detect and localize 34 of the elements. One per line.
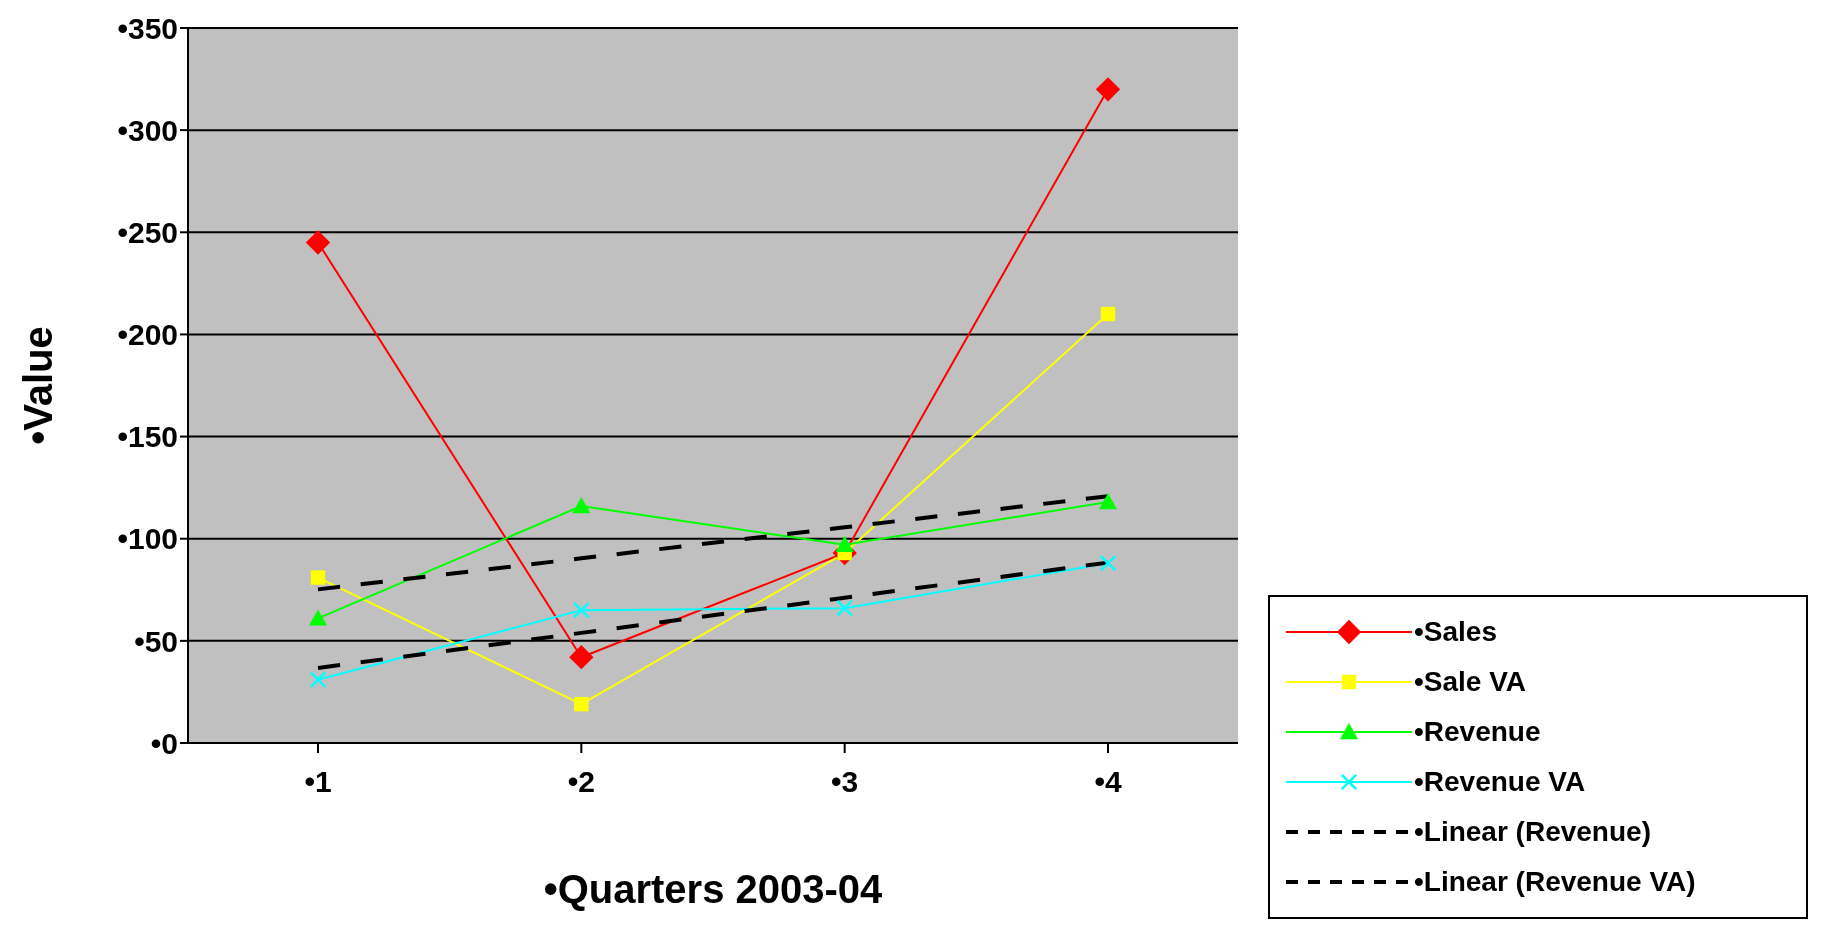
legend-label: •Revenue VA <box>1414 766 1586 798</box>
point <box>1095 77 1121 102</box>
point <box>309 609 327 626</box>
legend-label: •Sale VA <box>1414 666 1526 698</box>
legend-label: •Revenue <box>1414 716 1541 748</box>
point <box>310 570 326 585</box>
y-axis-title: •Value <box>16 326 61 445</box>
point <box>1099 492 1117 510</box>
y-tick-label: •150 <box>117 420 178 454</box>
y-tick-label: •200 <box>117 318 178 352</box>
y-tick-label: •250 <box>117 215 178 249</box>
point <box>572 497 591 514</box>
x-tick-label: •2 <box>567 765 595 799</box>
point <box>836 599 854 617</box>
x-axis-title: •Quarters 2003-04 <box>543 867 884 911</box>
point <box>569 645 594 670</box>
legend-label: •Linear (Revenue VA) <box>1414 866 1696 898</box>
point <box>305 230 331 255</box>
point <box>1100 306 1116 322</box>
x-tick-label: •3 <box>831 765 859 799</box>
point <box>835 535 854 553</box>
y-tick-label: •100 <box>117 522 178 556</box>
y-tick-label: •50 <box>134 624 178 658</box>
legend-label: •Sales <box>1414 616 1497 648</box>
legend-label: •Linear (Revenue) <box>1414 816 1651 848</box>
x-tick-label: •1 <box>304 765 332 799</box>
y-tick-label: •300 <box>117 113 178 147</box>
y-tick-label: •0 <box>150 726 178 760</box>
point <box>1099 554 1117 572</box>
point <box>574 696 589 712</box>
x-tick-label: •4 <box>1094 765 1122 799</box>
point <box>572 601 590 619</box>
y-tick-label: •350 <box>117 11 178 45</box>
point <box>309 671 327 689</box>
